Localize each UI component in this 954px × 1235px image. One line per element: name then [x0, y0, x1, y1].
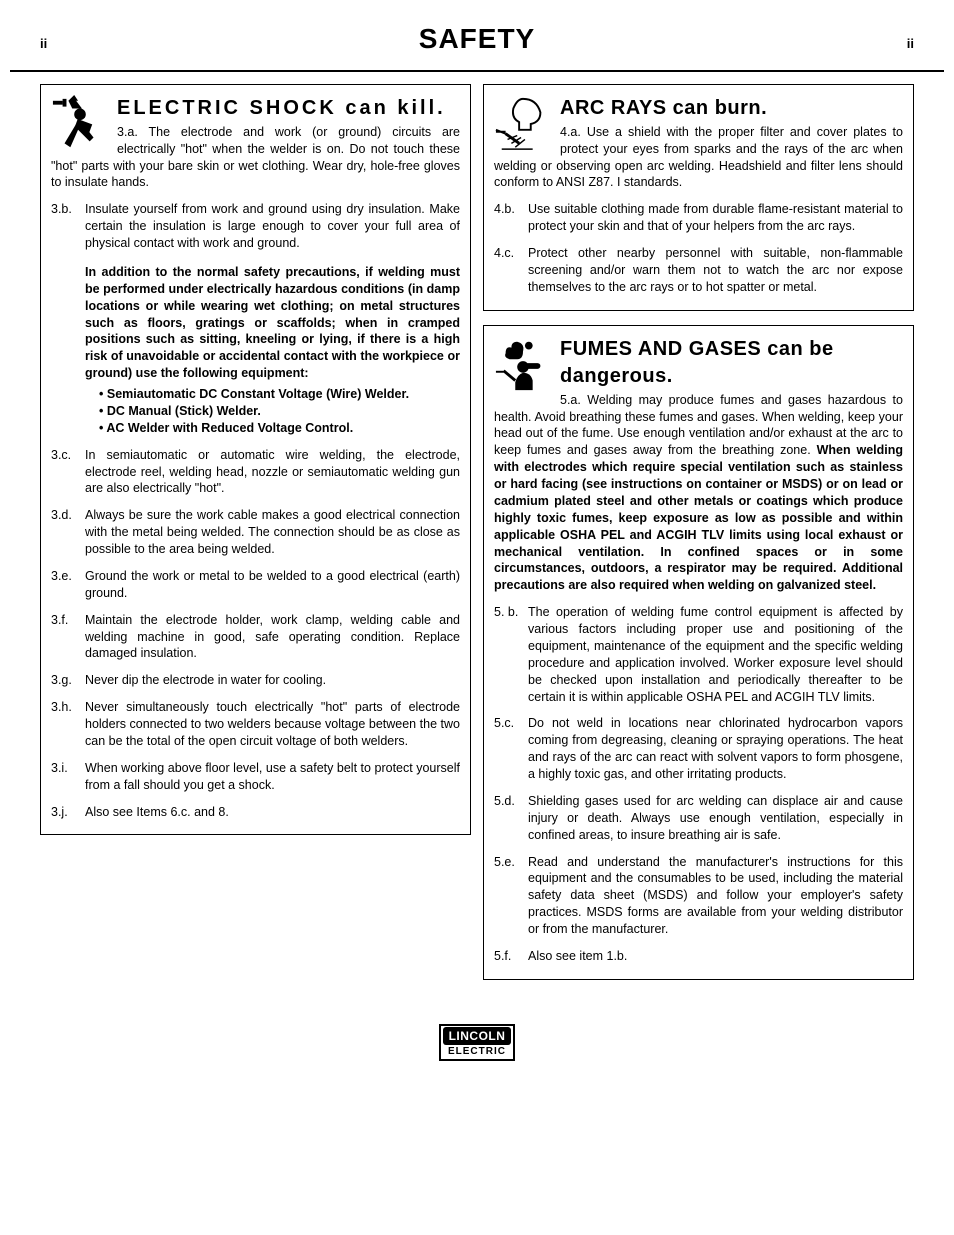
item-text: Do not weld in locations near chlorinate… [528, 715, 903, 783]
item-text: Insulate yourself from work and ground u… [85, 202, 460, 250]
item-text: The operation of welding fume control eq… [528, 604, 903, 705]
lincoln-electric-logo: LINCOLN ELECTRIC [439, 1024, 516, 1062]
item-text: Always be sure the work cable makes a go… [85, 507, 460, 558]
item-text: Read and understand the manufacturer's i… [528, 854, 903, 938]
electric-shock-title: ELECTRIC SHOCK can kill. [51, 95, 460, 122]
item-number: 3.e. [51, 568, 85, 602]
item-number: 3.g. [51, 672, 85, 689]
item-text: In semiautomatic or automatic wire weldi… [85, 447, 460, 498]
item-text: Also see Items 6.c. and 8. [85, 804, 460, 821]
item-number: 4.c. [494, 245, 528, 296]
item-number: 5.e. [494, 854, 528, 938]
electric-3h: 3.h. Never simultaneously touch electric… [51, 699, 460, 750]
page-number-right: ii [907, 35, 914, 53]
fumes-5b: 5. b. The operation of welding fume cont… [494, 604, 903, 705]
electric-3a: 3.a. The electrode and work (or ground) … [51, 124, 460, 192]
item-number: 5.a. [560, 393, 581, 407]
title-underline [10, 70, 944, 72]
arc-4c: 4.c. Protect other nearby personnel with… [494, 245, 903, 296]
item-number: 3.j. [51, 804, 85, 821]
arc-4b: 4.b. Use suitable clothing made from dur… [494, 201, 903, 235]
fumes-gases-title: FUMES AND GASES can be dangerous. [494, 336, 903, 390]
fumes-5d: 5.d. Shielding gases used for arc weldin… [494, 793, 903, 844]
fumes-gases-icon [494, 336, 552, 394]
arc-rays-icon [494, 95, 552, 153]
fumes-5f: 5.f. Also see item 1.b. [494, 948, 903, 965]
item-text: Ground the work or metal to be welded to… [85, 568, 460, 602]
page-header: ii SAFETY ii [40, 20, 914, 58]
arc-rays-title: ARC RAYS can burn. [494, 95, 903, 122]
arc-rays-section: ARC RAYS can burn. 4.a. Use a shield wit… [483, 84, 914, 311]
item-number: 4.b. [494, 201, 528, 235]
item-number: 5.c. [494, 715, 528, 783]
electric-shock-section: ELECTRIC SHOCK can kill. 3.a. The electr… [40, 84, 471, 836]
welder-bullet-list: Semiautomatic DC Constant Voltage (Wire)… [99, 386, 460, 437]
electric-3b: 3.b. Insulate yourself from work and gro… [51, 201, 460, 436]
fumes-5c: 5.c. Do not weld in locations near chlor… [494, 715, 903, 783]
item-text: Never dip the electrode in water for coo… [85, 672, 460, 689]
item-number: 5.f. [494, 948, 528, 965]
content-columns: ELECTRIC SHOCK can kill. 3.a. The electr… [40, 84, 914, 994]
electric-shock-icon [51, 95, 109, 153]
page-number-left: ii [40, 35, 47, 53]
page-title: SAFETY [47, 20, 907, 58]
bullet-item: Semiautomatic DC Constant Voltage (Wire)… [99, 386, 460, 403]
item-text: Use suitable clothing made from durable … [528, 201, 903, 235]
item-number: 3.a. [117, 125, 138, 139]
arc-4a: 4.a. Use a shield with the proper filter… [494, 124, 903, 192]
item-number: 5.d. [494, 793, 528, 844]
item-number: 3.h. [51, 699, 85, 750]
electric-3j: 3.j. Also see Items 6.c. and 8. [51, 804, 460, 821]
item-number: 5. b. [494, 604, 528, 705]
footer-logo: LINCOLN ELECTRIC [40, 1024, 914, 1062]
electric-3d: 3.d. Always be sure the work cable makes… [51, 507, 460, 558]
item-text: Also see item 1.b. [528, 948, 903, 965]
item-text: Never simultaneously touch electrically … [85, 699, 460, 750]
item-text-bold: When welding with electrodes which requi… [494, 443, 903, 592]
fumes-5e: 5.e. Read and understand the manufacture… [494, 854, 903, 938]
item-number: 3.f. [51, 612, 85, 663]
bullet-item: AC Welder with Reduced Voltage Control. [99, 420, 460, 437]
item-text: The electrode and work (or ground) circu… [51, 125, 460, 190]
electric-3c: 3.c. In semiautomatic or automatic wire … [51, 447, 460, 498]
item-number: 3.b. [51, 201, 85, 436]
item-number: 3.i. [51, 760, 85, 794]
logo-top-text: LINCOLN [443, 1027, 512, 1045]
item-text: Maintain the electrode holder, work clam… [85, 612, 460, 663]
item-number: 3.c. [51, 447, 85, 498]
electric-3i: 3.i. When working above floor level, use… [51, 760, 460, 794]
item-text: Protect other nearby personnel with suit… [528, 245, 903, 296]
electric-3g: 3.g. Never dip the electrode in water fo… [51, 672, 460, 689]
left-column: ELECTRIC SHOCK can kill. 3.a. The electr… [40, 84, 471, 994]
right-column: ARC RAYS can burn. 4.a. Use a shield wit… [483, 84, 914, 994]
item-number: 3.d. [51, 507, 85, 558]
item-number: 4.a. [560, 125, 581, 139]
bullet-item: DC Manual (Stick) Welder. [99, 403, 460, 420]
fumes-gases-section: FUMES AND GASES can be dangerous. 5.a. W… [483, 325, 914, 980]
item-text: Use a shield with the proper filter and … [494, 125, 903, 190]
item-text: Shielding gases used for arc welding can… [528, 793, 903, 844]
electric-3f: 3.f. Maintain the electrode holder, work… [51, 612, 460, 663]
electric-bold-conditions: In addition to the normal safety precaut… [85, 264, 460, 382]
electric-3e: 3.e. Ground the work or metal to be weld… [51, 568, 460, 602]
fumes-5a-lead: 5.a. Welding may produce fumes and gases… [494, 392, 903, 595]
item-text: When working above floor level, use a sa… [85, 760, 460, 794]
logo-bottom-text: ELECTRIC [443, 1045, 512, 1059]
